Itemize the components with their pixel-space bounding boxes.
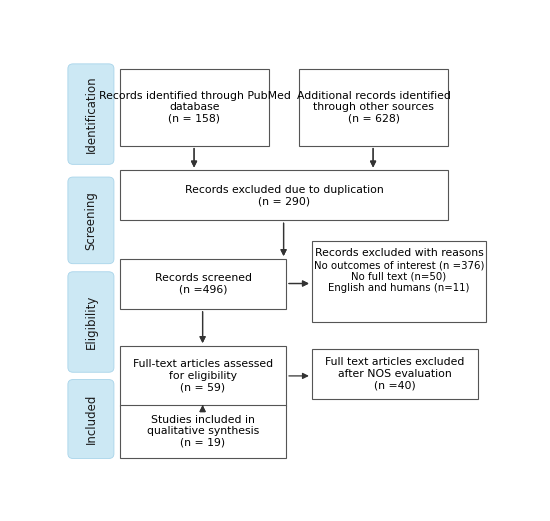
Text: Screening: Screening [84,191,97,250]
Text: English and humans (n=11): English and humans (n=11) [328,283,470,293]
FancyBboxPatch shape [120,405,286,457]
FancyBboxPatch shape [312,241,486,322]
FancyBboxPatch shape [299,69,448,146]
FancyBboxPatch shape [312,349,478,399]
Text: Records excluded with reasons: Records excluded with reasons [315,249,483,258]
Text: Full text articles excluded
after NOS evaluation
(n =40): Full text articles excluded after NOS ev… [325,357,465,391]
Text: Included: Included [84,394,97,444]
FancyBboxPatch shape [68,177,114,264]
FancyBboxPatch shape [120,346,286,406]
Text: Records screened
(n =496): Records screened (n =496) [155,273,251,295]
Text: Additional records identified
through other sources
(n = 628): Additional records identified through ot… [296,91,450,124]
FancyBboxPatch shape [68,272,114,372]
Text: Eligibility: Eligibility [84,295,97,349]
FancyBboxPatch shape [68,380,114,458]
Text: Full-text articles assessed
for eligibility
(n = 59): Full-text articles assessed for eligibil… [133,359,273,392]
FancyBboxPatch shape [120,170,448,220]
FancyBboxPatch shape [120,69,269,146]
Text: Identification: Identification [84,76,97,153]
Text: No full text (n=50): No full text (n=50) [351,271,447,282]
Text: Studies included in
qualitative synthesis
(n = 19): Studies included in qualitative synthesi… [147,415,259,448]
Text: Records identified through PubMed
database
(n = 158): Records identified through PubMed databa… [98,91,290,124]
FancyBboxPatch shape [68,64,114,164]
Text: Records excluded due to duplication
(n = 290): Records excluded due to duplication (n =… [185,184,383,206]
FancyBboxPatch shape [120,259,286,309]
Text: No outcomes of interest (n =376): No outcomes of interest (n =376) [314,260,485,270]
